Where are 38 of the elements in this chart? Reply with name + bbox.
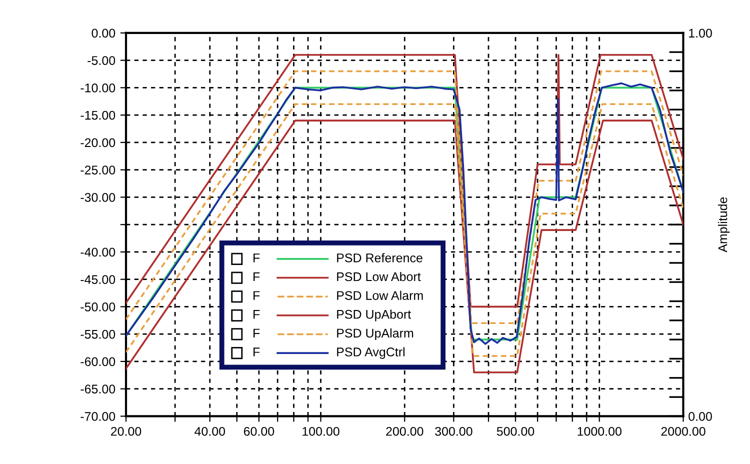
x-tick-label: 60.00 [244, 426, 274, 436]
x-tick-label: 300.00 [435, 426, 472, 436]
y-tick-label: -30.00 [80, 193, 116, 202]
y-tick-label: -15.00 [80, 110, 116, 120]
annotation: F [254, 328, 260, 338]
annotation: F [254, 272, 260, 282]
legend-label: PSD AvgCtrl [337, 347, 404, 359]
y-tick-label: -70.00 [80, 412, 116, 421]
y-tick-label: -20.00 [80, 138, 116, 148]
y-tick-label: -65.00 [80, 384, 116, 394]
legend-label: PSD Low Alarm [337, 290, 423, 300]
x-tick-label: 2000.00 [661, 426, 706, 436]
y2-axis-title: Amplitude [718, 197, 730, 252]
x-tick-label: 500.00 [496, 426, 534, 436]
x-tick-label: 40.00 [194, 426, 226, 436]
y-tick-label: -40.00 [80, 248, 116, 257]
y-tick-label: -55.00 [80, 330, 116, 339]
legend-label: PSD UpAlarm [337, 328, 414, 340]
x-tick-label: 20.00 [110, 426, 142, 436]
annotation: F [254, 348, 260, 356]
y2-tick-label: 1.00 [689, 28, 712, 38]
annotation: F [254, 254, 260, 262]
y-tick-label: -5.00 [88, 56, 116, 65]
annotation: F [254, 310, 260, 319]
y-tick-label: -45.00 [80, 275, 116, 284]
y-tick-label: -60.00 [80, 357, 116, 366]
y-tick-label: -25.00 [80, 166, 116, 174]
legend-label: PSD Reference [337, 253, 422, 262]
y2-tick-label: 0.00 [688, 412, 712, 421]
legend-label: PSD Low Abort [337, 272, 421, 282]
x-tick-label: 1000.00 [578, 426, 622, 436]
legend-label: PSD UpAbort [337, 310, 412, 322]
y-tick-label: 0.00 [92, 28, 116, 38]
annotation: F [254, 291, 260, 300]
x-tick-label: 200.00 [386, 426, 424, 436]
x-tick-label: 100.00 [302, 426, 340, 436]
y-tick-label: -50.00 [80, 302, 116, 312]
y-tick-label: -10.00 [80, 83, 116, 92]
